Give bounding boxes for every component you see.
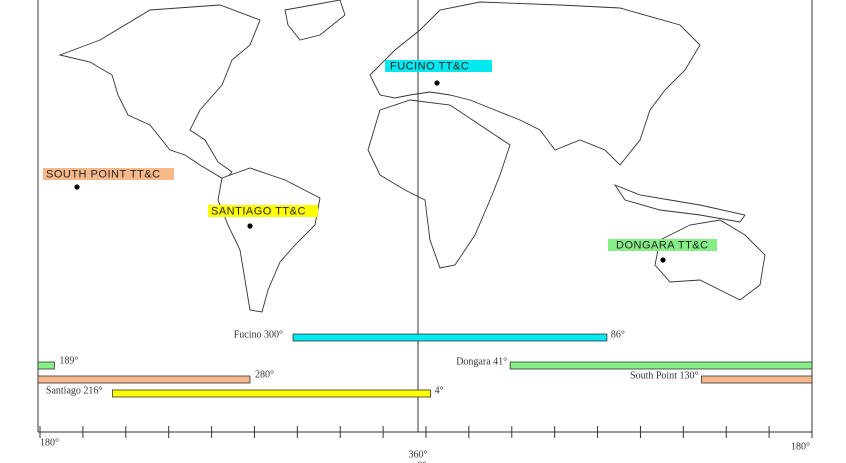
- coverage-bar: [701, 375, 813, 384]
- station-label: SANTIAGO TT&C: [211, 205, 306, 217]
- station-label-bg: [385, 60, 492, 72]
- bar-label: 86°: [611, 329, 625, 340]
- bar-label: 189°: [59, 355, 78, 366]
- station-label-bg: [43, 168, 174, 180]
- world-map: [37, 0, 813, 432]
- longitude-axis: 180° 360° 0° 180°: [38, 431, 812, 463]
- australia: [654, 219, 766, 301]
- station-dot: [660, 257, 666, 263]
- axis-label: 360°: [409, 449, 428, 460]
- station-dot: [247, 223, 253, 229]
- station-dot: [74, 184, 80, 190]
- station-label-bg: [208, 205, 318, 217]
- station-label: DONGARA TT&C: [616, 239, 709, 251]
- axis-label: 0°: [418, 460, 427, 463]
- station-label-bg: [608, 239, 717, 251]
- bar-label: 4°: [435, 385, 444, 396]
- eurasia: [369, 1, 701, 166]
- axis-label: 180°: [40, 437, 59, 448]
- station-label: SOUTH POINT TT&C: [46, 168, 161, 180]
- south-america: [217, 167, 321, 313]
- indonesia: [613, 184, 746, 223]
- bar-label: Santiago 216°: [46, 385, 103, 396]
- station-dot: [434, 80, 440, 86]
- coverage-bar: [509, 361, 813, 370]
- bar-label: South Point 130°: [630, 370, 698, 381]
- stations: FUCINO TT&C SOUTH POINT TT&C SANTIAGO TT…: [43, 60, 717, 263]
- coverage-bar: [37, 361, 55, 370]
- north-america: [58, 4, 261, 181]
- bar-label: 280°: [255, 369, 274, 380]
- coverage-bar: [37, 375, 251, 384]
- coverage-bar: [292, 333, 608, 342]
- coverage-bar: [112, 389, 432, 398]
- africa: [367, 99, 511, 269]
- axis-label: 180°: [791, 441, 810, 452]
- greenland: [284, 0, 346, 41]
- bar-label: Fucino 300°: [234, 329, 283, 340]
- bar-label: Dongara 41°: [456, 356, 507, 367]
- station-label: FUCINO TT&C: [390, 60, 469, 72]
